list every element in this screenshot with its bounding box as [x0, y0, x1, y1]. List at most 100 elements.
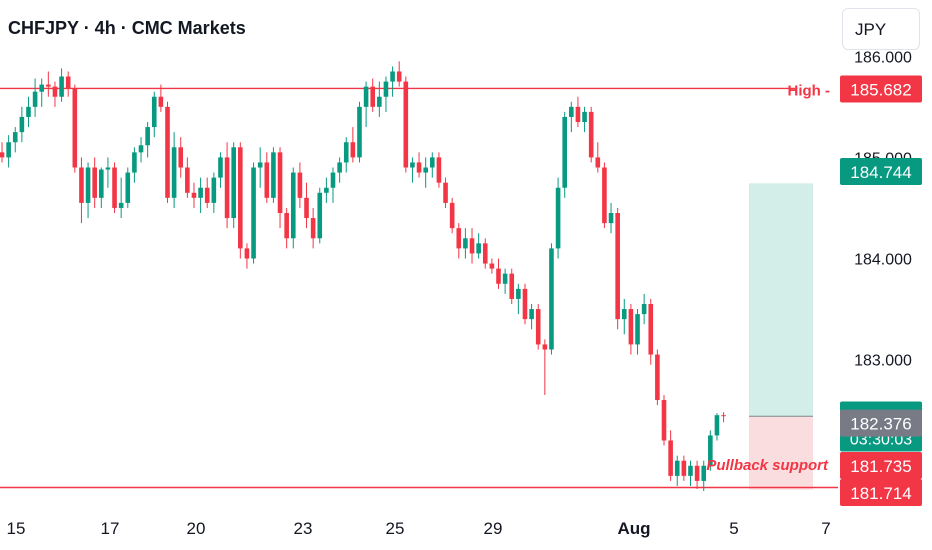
candle-body: [218, 157, 223, 178]
candle-body: [542, 344, 548, 350]
candle-body: [231, 147, 236, 219]
candle-body: [350, 142, 356, 158]
x-tick-label: 29: [484, 519, 503, 538]
candle-body: [529, 309, 534, 320]
x-tick-label: 15: [7, 519, 26, 538]
candle-body: [509, 273, 515, 299]
candle-body: [476, 243, 481, 254]
candle-body: [105, 167, 111, 170]
candle-body: [562, 116, 567, 188]
candles: [0, 61, 726, 492]
candle-body: [370, 86, 376, 107]
price-tag-support: [840, 452, 922, 479]
currency-button[interactable]: JPY: [842, 8, 920, 50]
candle-body: [277, 152, 283, 214]
candle-body: [238, 147, 243, 249]
candle-body: [555, 187, 561, 249]
candle-body: [125, 172, 131, 203]
x-tick-label: 23: [294, 519, 313, 538]
candle-body: [257, 162, 263, 168]
candle-body: [410, 162, 415, 168]
candle-body: [549, 248, 554, 350]
candle-body: [516, 288, 521, 299]
candle-body: [661, 400, 667, 441]
candle-body: [443, 182, 448, 203]
candle-body: [343, 142, 349, 163]
candle-body: [615, 213, 620, 320]
candle-body: [674, 460, 680, 476]
price-tag-label: 182.376: [850, 415, 911, 434]
pullback-annotation: Pullback support: [706, 457, 829, 474]
x-tick-label: Aug: [617, 519, 650, 538]
x-tick-label: 7: [821, 519, 830, 538]
candle-body: [423, 167, 428, 173]
candle-body: [608, 213, 614, 224]
candle-body: [628, 309, 634, 345]
price-tag-label: 185.682: [850, 80, 911, 99]
candle-body: [701, 465, 707, 481]
candle-body: [264, 162, 270, 198]
position-zones: [749, 183, 813, 490]
candle-body: [463, 238, 468, 249]
candle-body: [456, 228, 462, 249]
candle-body: [19, 116, 25, 133]
candle-body: [39, 84, 45, 92]
candle-body: [621, 309, 627, 320]
candle-body: [595, 157, 601, 168]
candle-body: [165, 106, 170, 198]
candle-body: [403, 81, 409, 168]
candle-body: [668, 440, 673, 476]
candle-body: [502, 273, 508, 284]
candle-body: [85, 167, 91, 203]
annotations: High - Pullback support: [706, 82, 830, 474]
candle-body: [158, 96, 164, 107]
candle-body: [204, 187, 210, 203]
candle-body: [496, 268, 501, 284]
candle-body: [648, 303, 654, 355]
candle-body: [390, 71, 395, 82]
candle-body: [118, 202, 124, 208]
candle-body: [290, 172, 296, 239]
candle-body: [655, 354, 660, 401]
candle-body: [430, 157, 435, 168]
candle-body: [377, 96, 382, 107]
candle-body: [284, 213, 289, 239]
price-tag-target: [840, 158, 922, 185]
candle-body: [26, 106, 31, 117]
candle-body: [688, 465, 693, 476]
target-zone: [749, 183, 813, 417]
candle-body: [694, 465, 700, 481]
price-tag-label: 181.735: [850, 457, 911, 476]
candle-body: [304, 197, 309, 219]
candle-body: [46, 84, 51, 87]
candle-body: [317, 192, 323, 239]
high-annotation: High -: [788, 82, 831, 99]
candle-body: [59, 76, 64, 97]
candle-body: [714, 415, 720, 436]
candle-body: [244, 248, 250, 259]
candle-body: [72, 88, 78, 168]
candle-body: [0, 152, 5, 158]
candle-body: [297, 172, 303, 198]
candle-body: [32, 91, 38, 107]
price-tag-label: 184.744: [850, 163, 911, 182]
candle-body: [224, 157, 230, 219]
candle-body: [396, 71, 402, 82]
candle-body: [588, 111, 594, 158]
candle-body: [602, 167, 607, 224]
candle-body: [324, 187, 329, 193]
candle-body: [383, 81, 389, 97]
candle-body: [151, 96, 157, 128]
candle-body: [251, 167, 256, 259]
candle-body: [65, 76, 71, 89]
price-tags: 184.744182.44703:30:03182.376181.735181.…: [840, 75, 922, 506]
candle-body: [198, 187, 203, 198]
candle-body: [436, 157, 442, 183]
candle-body: [635, 314, 640, 345]
candle-body: [145, 127, 150, 146]
candle-body: [211, 177, 217, 203]
candle-body: [52, 86, 58, 97]
x-tick-label: 20: [187, 519, 206, 538]
